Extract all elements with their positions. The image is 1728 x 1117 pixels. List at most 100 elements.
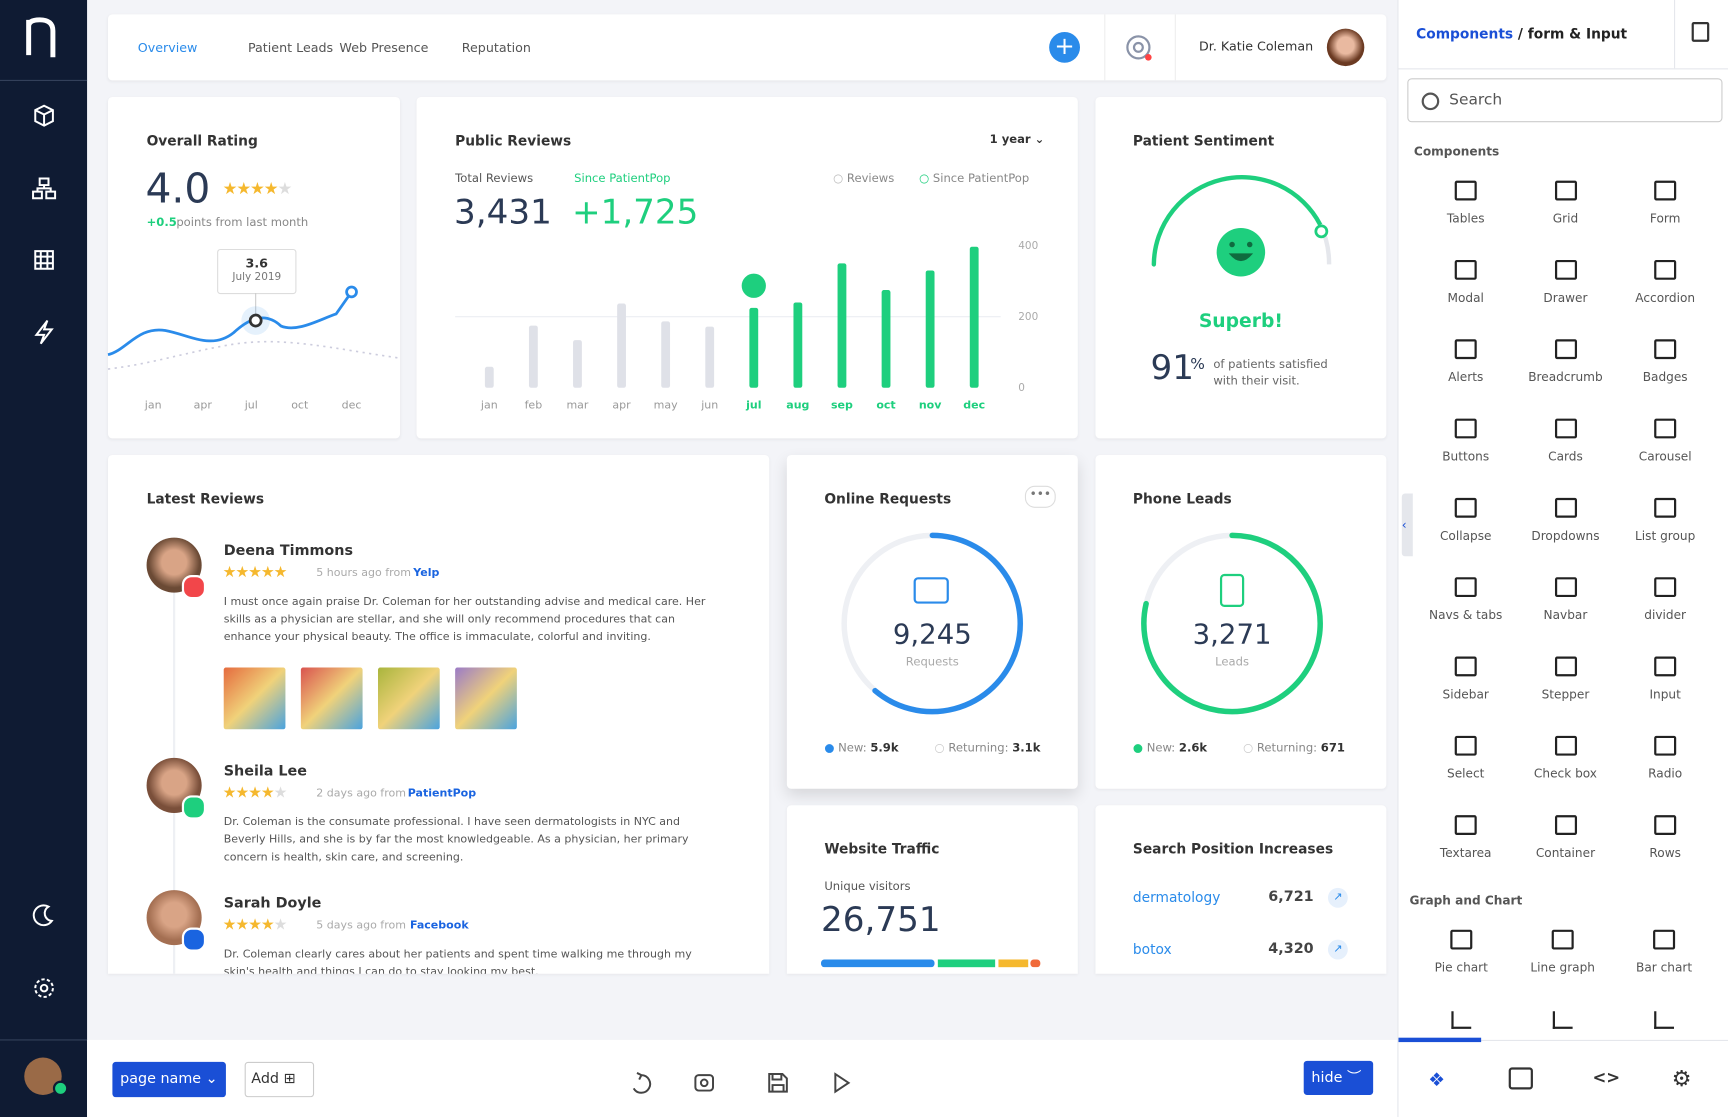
component-item[interactable]: Breadcrumb <box>1517 326 1614 397</box>
add-page-button[interactable]: Add ⊞ <box>244 1061 315 1098</box>
screenshot[interactable] <box>694 1074 715 1092</box>
stat-value: 5.9k <box>870 741 899 755</box>
refresh[interactable] <box>632 1072 652 1094</box>
component-label: Drawer <box>1543 290 1588 306</box>
nav-tab[interactable]: Overview <box>137 39 198 56</box>
component-item[interactable]: Bar chart <box>1616 917 1713 988</box>
component-item[interactable]: Badges <box>1617 326 1714 397</box>
component-icon <box>1654 1011 1674 1029</box>
component-icon <box>1551 929 1574 950</box>
component-icon <box>1554 815 1577 835</box>
component-item[interactable]: Select <box>1417 723 1514 794</box>
component-label: Pie chart <box>1434 960 1488 975</box>
period-select[interactable]: 1 year ⌄ <box>989 133 1045 147</box>
component-label: Line graph <box>1530 960 1595 975</box>
component-icon <box>1654 656 1677 677</box>
breadcrumb-link[interactable]: Components <box>1416 25 1514 42</box>
stat-value: 3.1k <box>1012 741 1041 755</box>
since-value: +1,725 <box>571 192 699 233</box>
tab-media[interactable] <box>1508 1067 1533 1090</box>
component-icon <box>1454 418 1477 439</box>
component-item[interactable]: Container <box>1517 802 1614 873</box>
tooltip: 3.6 July 2019 <box>217 248 297 295</box>
component-label: Grid <box>1552 211 1579 226</box>
component-item[interactable]: List group <box>1617 485 1714 556</box>
rating-value: 4.0 <box>145 165 211 213</box>
review-source[interactable]: Facebook <box>409 919 469 932</box>
add-button[interactable]: + <box>1049 31 1080 63</box>
keyword[interactable]: dermatology <box>1132 888 1221 906</box>
component-item[interactable]: Line graph <box>1514 917 1611 988</box>
card-title: Online Requests <box>824 490 952 507</box>
component-item[interactable]: Drawer <box>1517 247 1614 318</box>
percent-unit: % <box>1190 355 1205 374</box>
review-source[interactable]: PatientPop <box>407 787 477 800</box>
component-icon <box>1654 180 1677 201</box>
hide-label: hide <box>1311 1069 1343 1087</box>
component-icon <box>1654 735 1677 756</box>
section-label: Components <box>1413 144 1500 159</box>
tab-code[interactable]: <> <box>1592 1067 1621 1088</box>
review-photo[interactable] <box>300 667 363 730</box>
component-item[interactable]: Navs & tabs <box>1417 564 1514 635</box>
review-photo[interactable] <box>223 667 286 730</box>
sentiment-percent: 91 <box>1150 348 1195 388</box>
hide-button[interactable]: hide ︶ <box>1303 1060 1374 1095</box>
component-item[interactable]: Cards <box>1517 405 1614 476</box>
component-item[interactable]: Tables <box>1417 167 1514 238</box>
component-item[interactable]: Textarea <box>1417 802 1514 873</box>
save[interactable] <box>768 1073 788 1093</box>
star: ★ <box>222 784 237 802</box>
position-value: 6,721 <box>1268 888 1314 906</box>
component-item[interactable]: Check box <box>1517 723 1614 794</box>
component-item[interactable]: Buttons <box>1417 405 1514 476</box>
collapse-handle[interactable]: ‹ <box>1401 493 1413 557</box>
user-avatar[interactable] <box>1326 28 1365 67</box>
keyword[interactable]: botox <box>1132 940 1172 958</box>
nav-tab[interactable]: Patient Leads <box>247 39 334 56</box>
sentiment-text: of patients satisfied with their visit. <box>1213 358 1328 388</box>
component-item[interactable]: Alerts <box>1417 326 1514 397</box>
component-item[interactable]: Collapse <box>1417 485 1514 556</box>
component-item[interactable]: Rows <box>1617 802 1714 873</box>
component-icon <box>1451 1011 1472 1029</box>
nav-tab[interactable]: Reputation <box>461 39 531 56</box>
component-item[interactable]: Grid <box>1517 167 1614 238</box>
component-icon <box>1554 497 1577 518</box>
component-item[interactable]: Form <box>1617 167 1714 238</box>
component-label: Tables <box>1446 211 1485 226</box>
component-label: Navs & tabs <box>1429 608 1503 623</box>
component-item[interactable]: divider <box>1617 564 1714 635</box>
star: ★ <box>235 916 249 935</box>
tab-components[interactable]: ❖ <box>1428 1069 1446 1092</box>
component-item[interactable]: Navbar <box>1517 564 1614 635</box>
search-input[interactable]: Search <box>1407 78 1723 123</box>
component-item[interactable]: Carousel <box>1617 405 1714 476</box>
play[interactable] <box>834 1072 851 1094</box>
tree-icon[interactable] <box>1691 22 1710 42</box>
component-item[interactable]: Stepper <box>1517 643 1614 714</box>
component-item[interactable]: Sidebar <box>1417 643 1514 714</box>
component-item[interactable]: Radio <box>1617 723 1714 794</box>
component-icon <box>1450 929 1473 950</box>
review-source[interactable]: Yelp <box>413 567 440 580</box>
donut-unit: Requests <box>905 655 959 669</box>
component-icon <box>1554 180 1577 201</box>
component-item[interactable]: Input <box>1617 643 1714 714</box>
nav-tab[interactable]: Web Presence <box>339 39 429 56</box>
component-item[interactable]: Modal <box>1417 247 1514 318</box>
stat: ● New: 2.6k <box>1132 741 1208 755</box>
component-item[interactable]: Accordion <box>1617 247 1714 318</box>
component-item[interactable]: Dropdowns <box>1517 485 1614 556</box>
component-item[interactable]: Pie chart <box>1413 917 1510 988</box>
more-button[interactable]: ••• <box>1024 485 1056 508</box>
page-button[interactable]: page name ⌄ <box>112 1061 226 1098</box>
tab-settings[interactable]: ⚙ <box>1671 1065 1692 1092</box>
top-nav: Overview Patient Leads Web Presence Reputat… <box>107 14 1387 81</box>
trend-badge: ↗ <box>1327 939 1348 960</box>
review-stars: ★★★★★ <box>223 916 288 935</box>
review-photo[interactable] <box>377 667 440 730</box>
review-photo[interactable] <box>455 667 517 730</box>
component-label: Container <box>1535 846 1596 861</box>
source-badge <box>181 575 207 600</box>
